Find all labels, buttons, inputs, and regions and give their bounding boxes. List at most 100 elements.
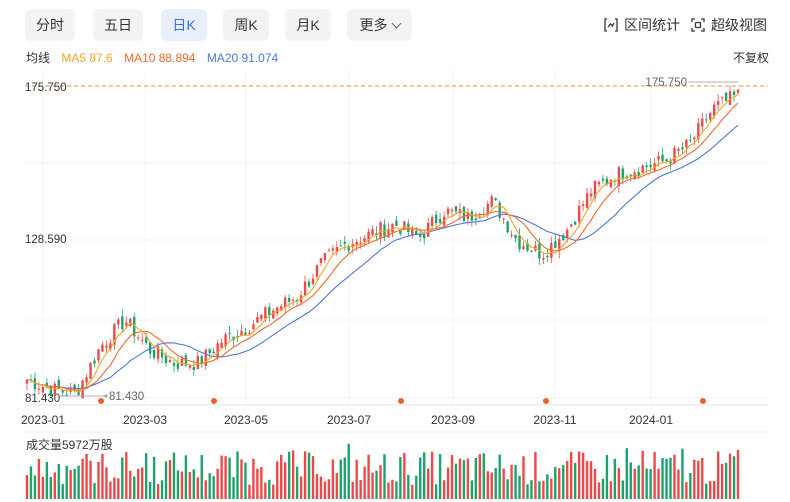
volume-bar (101, 453, 104, 499)
volume-bar (287, 451, 291, 499)
volume-group (25, 443, 740, 499)
volume-bar (343, 457, 346, 499)
volume-bar (29, 466, 33, 499)
candle-body (188, 365, 192, 368)
volume-bar (375, 470, 378, 499)
candle-body (510, 234, 513, 236)
tab-five-day[interactable]: 五日 (93, 9, 143, 41)
volume-bar (299, 476, 303, 499)
volume-bar (347, 443, 350, 499)
candle-body (252, 324, 255, 330)
volume-bar (351, 481, 354, 499)
candle-body (355, 241, 358, 245)
x-tick-label: 2023-11 (533, 413, 576, 427)
candle-body (335, 247, 339, 253)
volume-bar (307, 452, 311, 499)
candle-body (498, 202, 501, 218)
candle-body (323, 253, 327, 261)
candle-body (705, 119, 708, 121)
tab-monthly-k[interactable]: 月K (285, 9, 331, 41)
candle-body (518, 235, 521, 250)
volume-bar (430, 451, 434, 499)
volume-bar (657, 468, 660, 499)
candle-body (621, 168, 625, 180)
candle-body (57, 379, 60, 389)
volume-bar (77, 465, 80, 499)
volume-bar (558, 468, 561, 499)
volume-bar (200, 455, 203, 499)
volume-bar (510, 464, 513, 499)
tab-intraday[interactable]: 分时 (25, 9, 75, 41)
volume-bar (728, 453, 732, 499)
volume-bar (411, 484, 414, 499)
candle-body (156, 346, 160, 360)
volume-bar (93, 482, 96, 499)
candle-body (105, 345, 108, 348)
tab-more[interactable]: 更多 (347, 9, 412, 41)
candle-body (347, 246, 350, 251)
volume-bar (180, 471, 184, 499)
price-adjust-toggle[interactable]: 不复权 (732, 51, 769, 65)
volume-bar (137, 468, 140, 499)
volume-bar (697, 460, 700, 499)
volume-bar (577, 451, 581, 499)
candle-body (677, 149, 680, 151)
candle-body (101, 344, 104, 352)
volume-bar (581, 452, 585, 499)
tab-daily-k[interactable]: 日K (161, 9, 207, 41)
volume-bar (212, 476, 215, 499)
candle-body (542, 257, 545, 260)
volume-bar (129, 470, 132, 499)
candle-body (359, 242, 362, 245)
volume-bar (442, 480, 446, 499)
volume-bar (502, 468, 505, 499)
volume-bar (673, 454, 676, 499)
candle-body (653, 163, 656, 171)
event-marker (700, 398, 706, 404)
ma20-line (26, 124, 739, 390)
candle-body (411, 227, 414, 236)
volume-bar (478, 454, 482, 499)
candle-body (716, 101, 720, 105)
volume-bar (184, 455, 188, 499)
candle-body (212, 351, 215, 354)
candle-body (633, 172, 636, 180)
volume-bar (454, 463, 458, 499)
candle-body (33, 378, 37, 390)
volume-bar (724, 462, 728, 499)
volume-bar (172, 452, 176, 499)
event-marker (98, 398, 104, 404)
candle-body (144, 337, 148, 343)
candle-body (117, 319, 120, 325)
candle-body (236, 336, 239, 338)
volume-bar (661, 458, 664, 499)
volume-bar (407, 474, 410, 499)
candle-body (244, 332, 247, 335)
x-tick-label: 2023-03 (123, 413, 167, 427)
volume-bar (514, 464, 517, 499)
candle-body (77, 390, 80, 395)
candle-body (280, 306, 283, 311)
candle-body (121, 316, 124, 330)
chart-toolbar: 分时 五日 日K 周K 月K 更多 区间统计 超级视图 (0, 0, 790, 46)
range-stats-label: 区间统计 (624, 17, 680, 33)
volume-bar (291, 450, 295, 499)
candle-body (109, 343, 112, 350)
candle-body (303, 281, 307, 296)
candle-body (93, 360, 96, 364)
volume-bar (653, 452, 656, 499)
candle-body (562, 235, 565, 241)
candle-body (331, 248, 335, 251)
tab-weekly-k[interactable]: 周K (223, 9, 269, 41)
volume-bar (232, 477, 235, 499)
super-view-label: 超级视图 (711, 17, 767, 33)
candle-body (609, 179, 613, 188)
range-stats-button[interactable]: 区间统计 (604, 16, 680, 34)
candle-body (256, 317, 259, 323)
candle-body (387, 228, 390, 238)
super-view-button[interactable]: 超级视图 (691, 16, 767, 34)
candle-body (168, 360, 172, 363)
candle-body (502, 218, 505, 220)
volume-bar (133, 476, 136, 499)
